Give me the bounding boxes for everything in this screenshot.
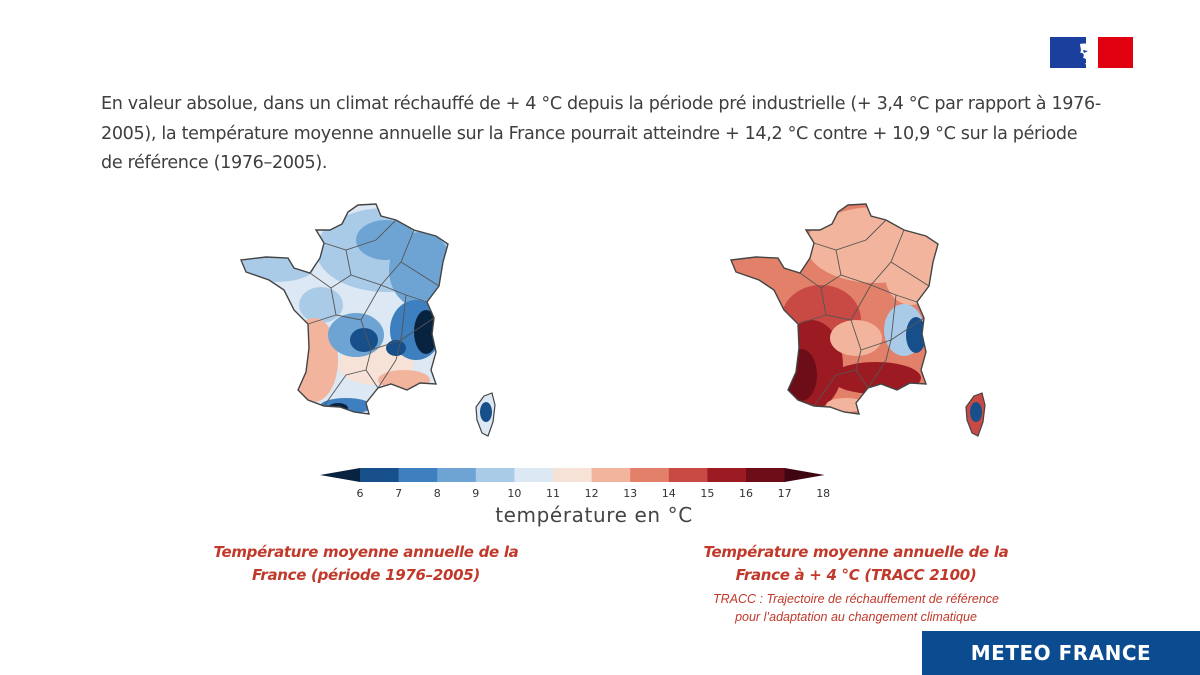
colorbar-swatch: [553, 468, 593, 482]
colorbar-tick-label: 13: [623, 487, 637, 500]
colorbar-swatch: [668, 468, 708, 482]
republique-francaise-logo: [1050, 37, 1133, 68]
region-borders: [797, 219, 930, 407]
legend-title: température en °C: [495, 503, 693, 527]
colorbar-swatch: [360, 468, 400, 482]
colorbar-swatch: [707, 468, 747, 482]
corsica: [966, 393, 985, 436]
colorbar-tick-label: 18: [816, 487, 830, 500]
tracc-definition-note: TRACC : Trajectoire de réchauffement de …: [686, 590, 1026, 626]
colorbar-tick-label: 17: [778, 487, 792, 500]
france-outline: [729, 203, 939, 415]
colorbar-tick-label: 12: [585, 487, 599, 500]
intro-text: En valeur absolue, dans un climat réchau…: [101, 94, 1101, 173]
colorbar-tick-label: 10: [507, 487, 521, 500]
colorbar-swatch: [437, 468, 477, 482]
caption-reference-period: Température moyenne annuelle de la Franc…: [196, 541, 536, 587]
note-line-2: pour l’adaptation au changement climatiq…: [735, 610, 977, 624]
caption-line-2: France (période 1976–2005): [252, 566, 480, 584]
corsica: [476, 393, 495, 436]
map-plus-4c: [729, 203, 986, 437]
caption-line-1: Température moyenne annuelle de la: [703, 543, 1009, 561]
temperature-field: [241, 204, 448, 414]
temperature-colorbar: 6 7 8 9 10 11 12 13 14 15 16 17 18: [320, 468, 831, 500]
colorbar-tick-label: 14: [662, 487, 676, 500]
colorbar-ticks: 6 7 8 9 10 11 12 13 14 15 16 17 18: [357, 487, 831, 500]
colorbar-swatch: [320, 468, 360, 482]
colorbar-swatch: [630, 468, 670, 482]
france-outline: [239, 203, 449, 415]
colorbar-swatch: [746, 468, 786, 482]
colorbar-tick-label: 15: [700, 487, 714, 500]
meteo-france-brand-banner: METEO FRANCE: [922, 631, 1200, 675]
colorbar-swatch: [398, 468, 438, 482]
temperature-field: [731, 204, 938, 414]
caption-plus-4c: Température moyenne annuelle de la Franc…: [686, 541, 1026, 587]
colorbar-tick-label: 16: [739, 487, 753, 500]
caption-line-2: France à + 4 °C (TRACC 2100): [735, 566, 977, 584]
colorbar-tick-label: 8: [434, 487, 441, 500]
colorbar-tick-label: 6: [357, 487, 364, 500]
region-borders: [307, 219, 440, 407]
colorbar-swatch: [784, 468, 825, 482]
colorbar-swatch: [591, 468, 631, 482]
note-line-1: TRACC : Trajectoire de réchauffement de …: [712, 592, 999, 606]
colorbar-swatch: [475, 468, 515, 482]
colorbar-tick-label: 11: [546, 487, 560, 500]
map-reference-period: [239, 203, 496, 437]
colorbar-swatches: [320, 468, 825, 482]
caption-line-1: Température moyenne annuelle de la: [213, 543, 519, 561]
colorbar-tick-label: 7: [395, 487, 402, 500]
colorbar-swatch: [514, 468, 554, 482]
colorbar-tick-label: 9: [472, 487, 479, 500]
